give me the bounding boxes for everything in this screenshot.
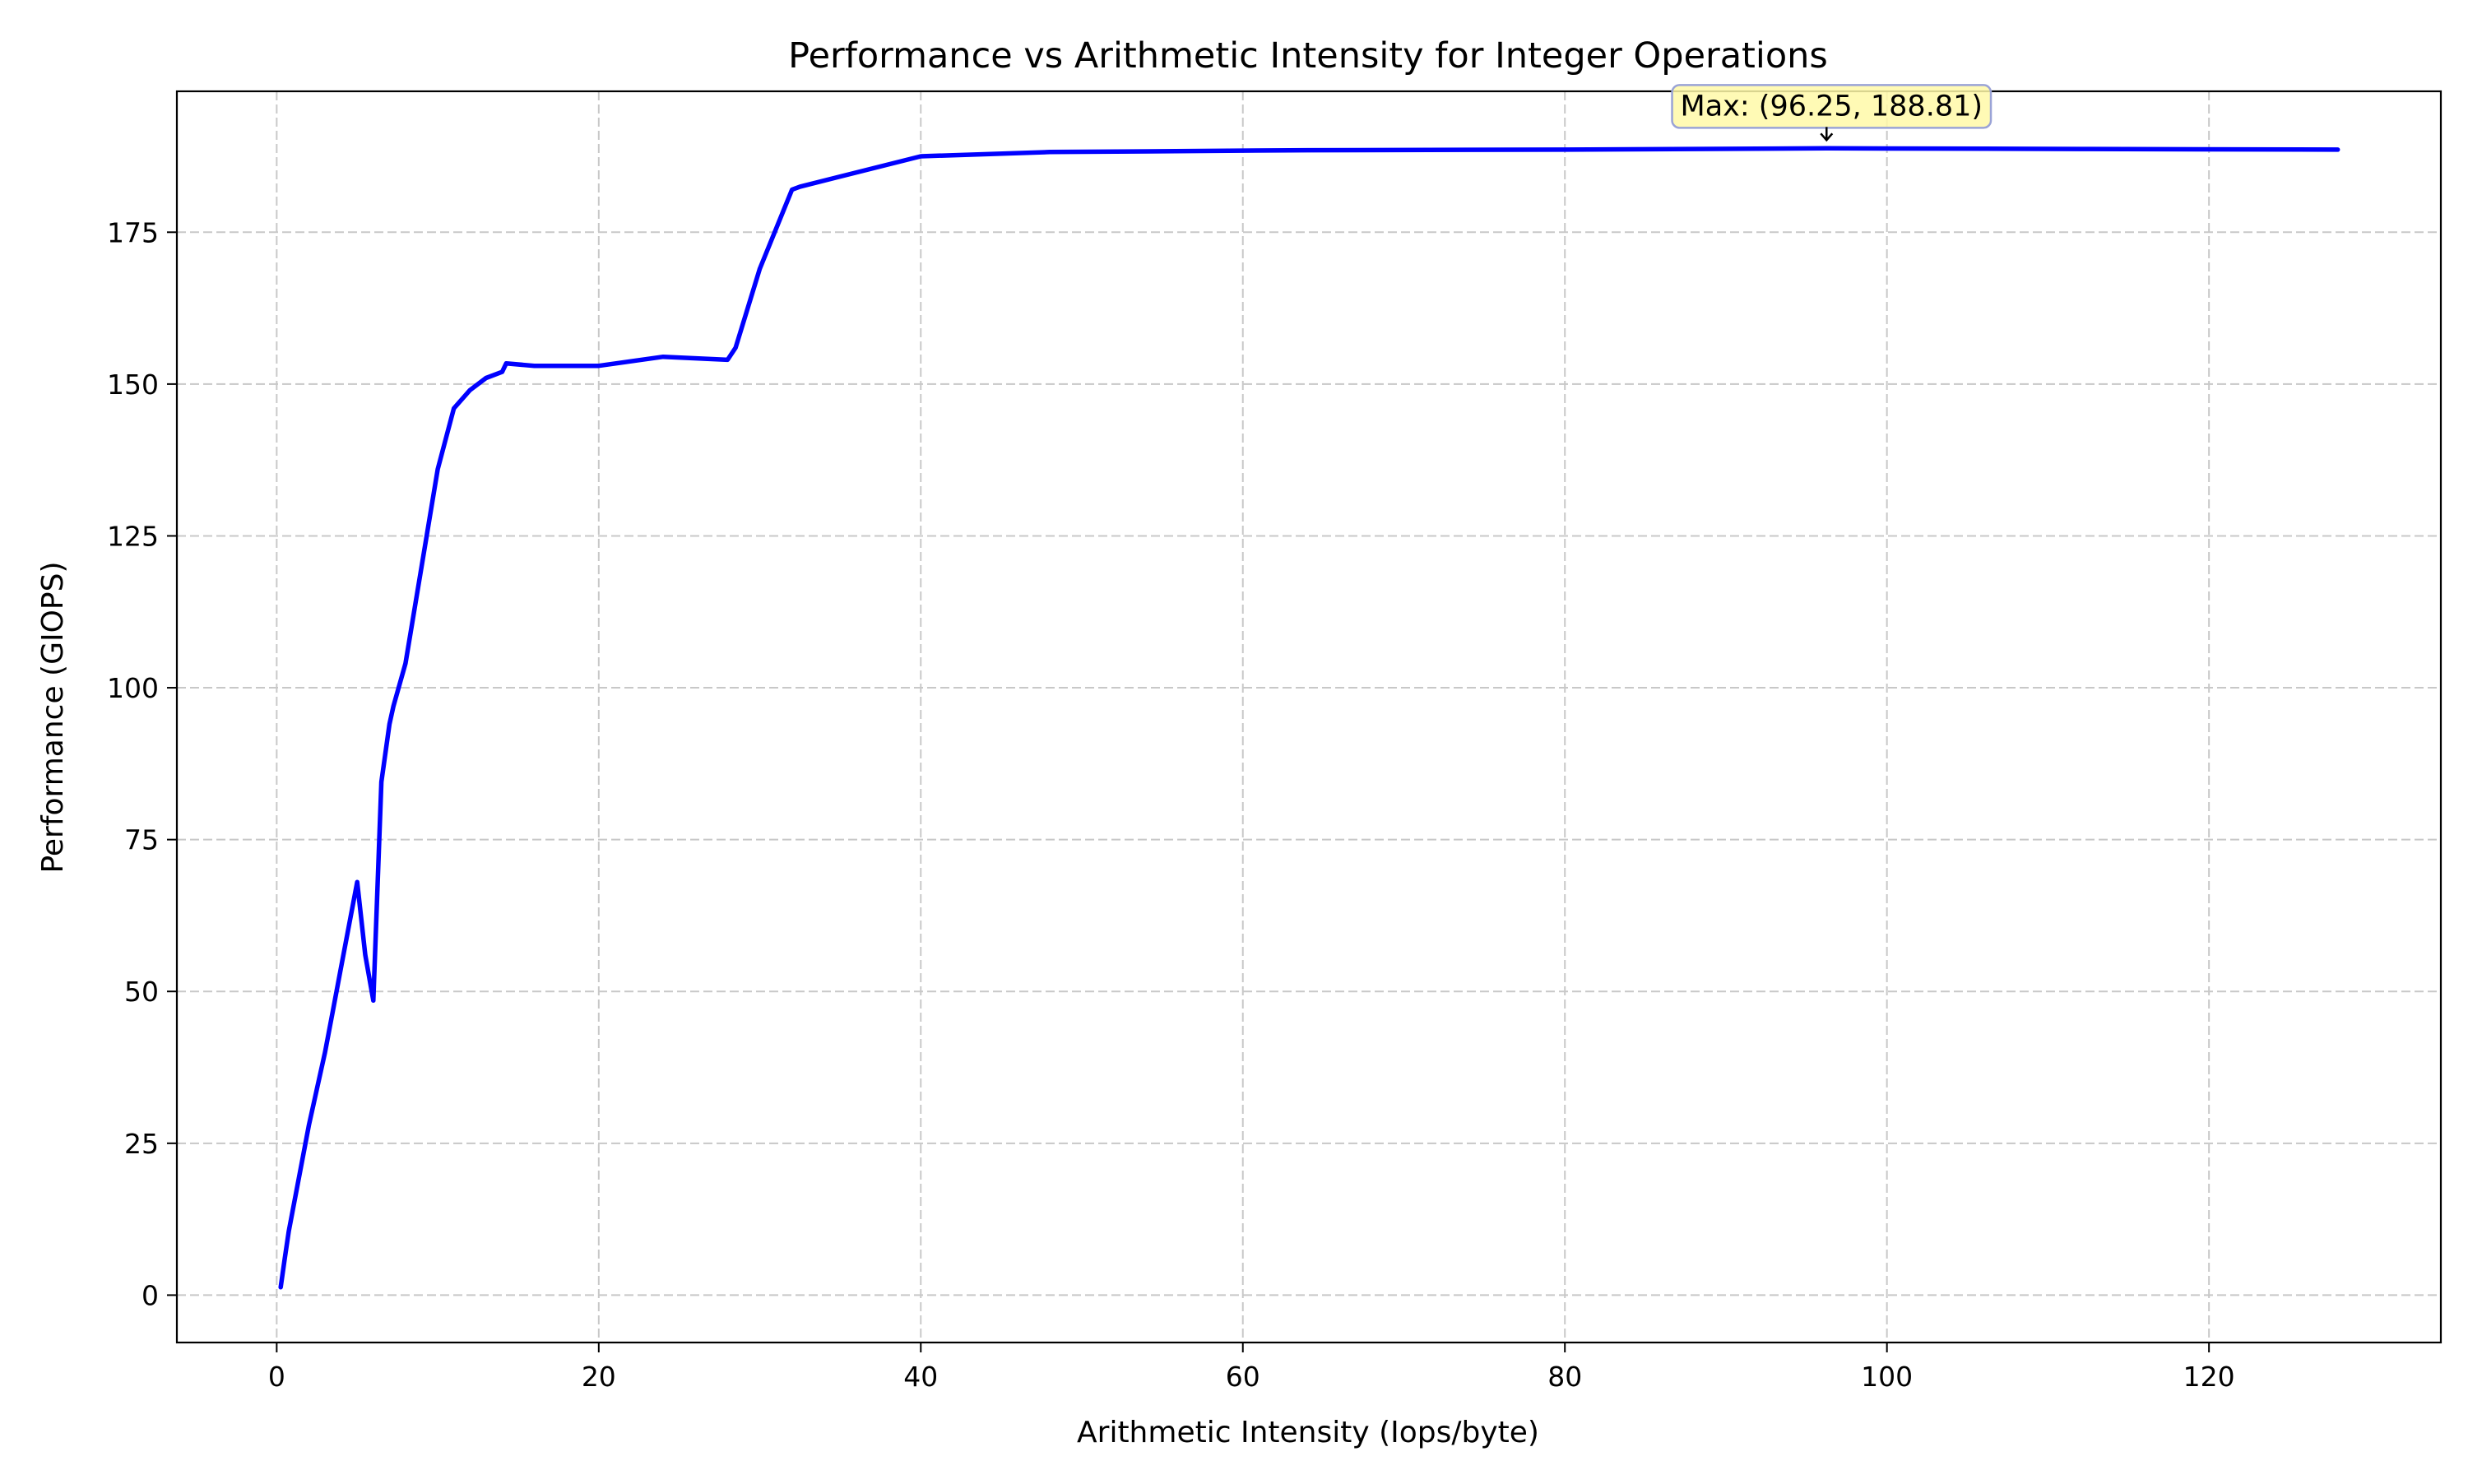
grid (177, 91, 2441, 1343)
x-tick-label: 100 (1861, 1361, 1913, 1393)
series-layer (278, 146, 2340, 1290)
x-tick-label: 20 (582, 1361, 616, 1393)
y-tick-label: 100 (107, 672, 159, 704)
ticks: 0 20 40 60 80 100 120 0 25 50 75 100 125 150 175 (107, 216, 2235, 1393)
annotation-arrow (1820, 127, 1834, 142)
x-tick-label: 120 (2183, 1361, 2235, 1393)
plot-frame (175, 90, 2442, 1344)
series-line (278, 146, 2340, 1290)
y-tick-label: 25 (124, 1128, 159, 1160)
x-tick-label: 60 (1226, 1361, 1260, 1393)
y-tick-label: 75 (124, 824, 159, 856)
y-axis-label: Performance (GIOPS) (36, 561, 70, 873)
x-tick-label: 0 (268, 1361, 285, 1393)
annotation-label: Max: (96.25, 188.81) (1681, 90, 1983, 123)
y-tick-label: 0 (141, 1279, 159, 1311)
y-tick-label: 125 (107, 520, 159, 552)
x-axis-label: Arithmetic Intensity (Iops/byte) (1077, 1416, 1539, 1449)
x-tick-label: 80 (1547, 1361, 1582, 1393)
x-tick-label: 40 (903, 1361, 938, 1393)
annotation-box (1671, 84, 1992, 129)
y-tick-label: 175 (107, 216, 159, 248)
y-tick-label: 150 (107, 369, 159, 401)
y-tick-label: 50 (124, 976, 159, 1008)
annotation: Max: (96.25, 188.81) (1671, 84, 1992, 142)
chart-title: Performance vs Arithmetic Intensity for … (788, 35, 1828, 77)
